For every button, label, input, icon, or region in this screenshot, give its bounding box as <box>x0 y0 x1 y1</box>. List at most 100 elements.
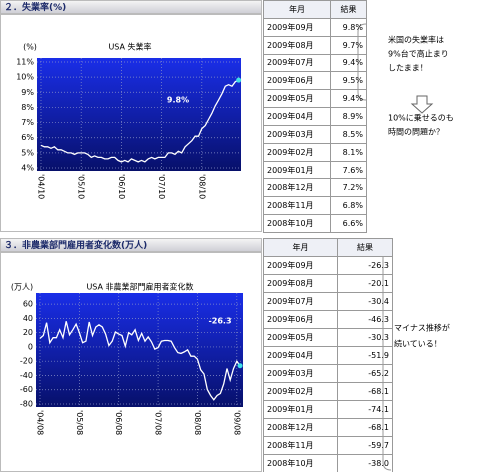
table-cell: -20.1 <box>337 274 393 293</box>
table-row: 2009年05月 9.4% <box>263 89 367 109</box>
plot-area <box>37 58 241 171</box>
x-tick-label: '04/10 <box>37 174 46 199</box>
y-tick-label: 8% <box>21 103 34 112</box>
table-row: 2009年06月 -46.3 <box>263 310 393 329</box>
table-cell: 8.5% <box>330 124 367 144</box>
table-cell: 2009年06月 <box>263 310 338 329</box>
table-row: 2009年07月 9.4% <box>263 53 367 73</box>
x-tick-label: '07/10 <box>157 174 166 199</box>
table-cell: -68.1 <box>337 382 393 401</box>
chart-title: USA 失業率 <box>108 42 151 52</box>
table-row: 年月 結果 <box>263 0 367 19</box>
x-tick-label: '07/08 <box>154 410 163 435</box>
table-cell: -51.9 <box>337 346 393 365</box>
note-text: 10%に乗せるのも <box>388 113 454 123</box>
table-row: 2009年08月 9.7% <box>263 35 367 55</box>
note-text: マイナス推移が <box>394 323 450 333</box>
table-cell: -65.2 <box>337 364 393 383</box>
section-header: ２．失業率(%) <box>0 0 262 14</box>
y-tick-label: 40 <box>23 314 33 323</box>
table-cell: 結果 <box>330 0 367 19</box>
table-cell: -38.0 <box>337 454 393 472</box>
table-cell: 2009年03月 <box>263 124 331 144</box>
table-row: 2008年11月 6.8% <box>263 196 367 216</box>
table-cell: 2009年02月 <box>263 142 331 162</box>
table-cell: 2009年07月 <box>263 53 331 73</box>
chart-title: USA 非農業部門雇用者変化数 <box>86 282 193 292</box>
table-cell: 2009年08月 <box>263 274 338 293</box>
table-cell: 8.1% <box>330 142 367 162</box>
table-cell: -26.3 <box>337 256 393 275</box>
table-cell: -46.3 <box>337 310 393 329</box>
x-tick-label: '06/10 <box>117 174 126 199</box>
note-text: 続いている！ <box>394 339 442 349</box>
y-tick-label: 20 <box>23 328 33 337</box>
section-header: ３．非農業部門雇用者変化数(万人) <box>0 238 262 252</box>
arrow <box>410 95 434 114</box>
table-cell: 9.4% <box>330 89 367 109</box>
table-row: 2009年08月 -20.1 <box>263 274 393 293</box>
annotation: 9.8% <box>167 96 189 105</box>
table-row: 2009年05月 -30.3 <box>263 328 393 347</box>
y-tick-label: -40 <box>20 371 33 380</box>
y-tick-label: 9% <box>21 88 34 97</box>
chart-panel <box>0 14 262 232</box>
axis-unit: (%) <box>23 43 37 52</box>
table-cell: 2008年12月 <box>263 418 338 437</box>
table-cell: 2009年07月 <box>263 292 338 311</box>
table-cell: 2009年09月 <box>263 256 338 275</box>
table-cell: 年月 <box>263 238 338 257</box>
table-row: 2009年07月 -30.4 <box>263 292 393 311</box>
table-cell: 2008年11月 <box>263 196 331 216</box>
table-cell: 9.5% <box>330 71 367 91</box>
y-tick-label: 0 <box>28 342 33 351</box>
x-tick-label: '05/10 <box>77 174 86 199</box>
y-tick-label: 10% <box>16 73 34 82</box>
y-tick-label: -60 <box>20 385 33 394</box>
table-cell: 2008年11月 <box>263 436 338 455</box>
table-row: 2009年09月 9.8% <box>263 17 367 37</box>
table-cell: 2009年01月 <box>263 400 338 419</box>
table-cell: 2009年05月 <box>263 328 338 347</box>
y-tick-label: -80 <box>20 400 33 409</box>
table-cell: 9.7% <box>330 35 367 55</box>
axis-unit: (万人) <box>11 283 33 292</box>
table-cell: 9.4% <box>330 53 367 73</box>
result-table: 年月 結果 2009年09月 -26.3 2009年08月 -20.1 2009年07月 -3… <box>263 238 393 472</box>
y-tick-label: 4% <box>21 164 34 173</box>
last-point <box>236 77 242 83</box>
note-text: したまま！ <box>388 64 428 73</box>
table-row: 2009年01月 -74.1 <box>263 400 393 419</box>
last-point <box>237 363 243 369</box>
table-row: 2009年04月 -51.9 <box>263 346 393 365</box>
note-text: 9%台で高止まり <box>388 49 449 59</box>
table-cell: 2009年06月 <box>263 71 331 91</box>
table-row: 2009年01月 7.6% <box>263 160 367 180</box>
table-cell: 2009年04月 <box>263 346 338 365</box>
table-row: 2009年02月 8.1% <box>263 142 367 162</box>
table-row: 2009年02月 -68.1 <box>263 382 393 401</box>
table-cell: 2009年08月 <box>263 35 331 55</box>
table-cell: 2009年01月 <box>263 160 331 180</box>
table-cell: 2009年04月 <box>263 107 331 126</box>
table-cell: 6.8% <box>330 196 367 216</box>
x-tick-label: '09/08 <box>232 410 241 435</box>
table-cell: 6.6% <box>330 214 367 233</box>
note-text: 時間の問題か？ <box>388 128 444 137</box>
table-row: 年月 結果 <box>263 238 393 257</box>
plot-area <box>36 293 243 407</box>
x-tick-label: '06/08 <box>114 410 123 435</box>
table-cell: 2009年02月 <box>263 382 338 401</box>
x-tick-label: '08/10 <box>197 174 206 199</box>
annotation: -26.3 <box>208 317 231 326</box>
x-tick-label: '08/08 <box>193 410 202 435</box>
table-cell: 2008年12月 <box>263 178 331 198</box>
table-cell: 2009年09月 <box>263 17 331 37</box>
y-tick-label: -20 <box>20 357 33 366</box>
x-tick-label: '04/08 <box>36 410 45 435</box>
table-cell: 結果 <box>337 238 393 257</box>
note-text: 米国の失業率は <box>388 35 444 45</box>
table-cell: 2009年05月 <box>263 89 331 109</box>
y-tick-label: 5% <box>21 148 34 157</box>
